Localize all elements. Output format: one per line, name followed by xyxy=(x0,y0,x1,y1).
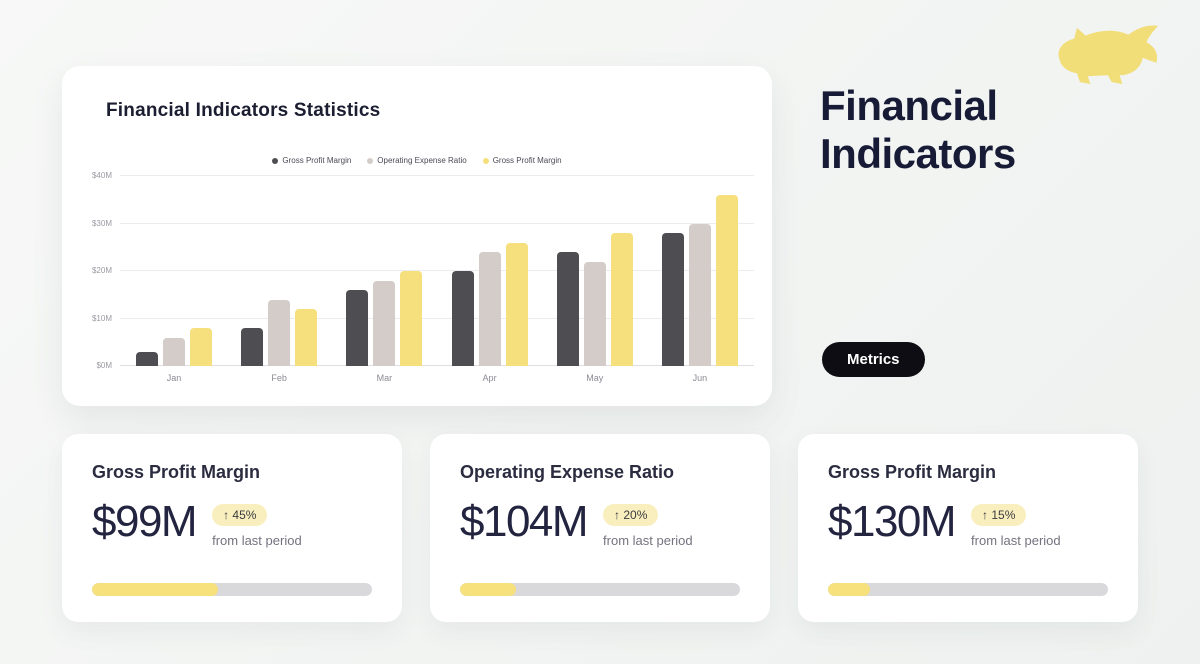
stat-value: $104M xyxy=(460,497,589,546)
stat-value: $130M xyxy=(828,497,957,546)
stat-card-gross-profit-margin-1: Gross Profit Margin $99M ↑ 45% from last… xyxy=(62,434,402,622)
bar xyxy=(478,252,501,366)
stat-meta: ↑ 20% from last period xyxy=(603,498,693,548)
metrics-button[interactable]: Metrics xyxy=(822,342,925,377)
legend-dot-icon xyxy=(272,157,279,164)
chart-card: Financial Indicators Statistics Gross Pr… xyxy=(62,66,772,406)
legend-item: Gross Profit Margin xyxy=(482,156,562,165)
stat-card-value-row: $99M ↑ 45% from last period xyxy=(92,497,382,548)
delta-badge: ↑ 20% xyxy=(603,504,659,526)
page-title: Financial Indicators xyxy=(820,82,1016,178)
bar xyxy=(163,337,185,366)
bar-group-jan: Jan xyxy=(136,176,212,383)
x-axis-tick-label: Feb xyxy=(271,373,287,383)
legend-dot-icon xyxy=(367,157,374,164)
gridline: $20M xyxy=(92,266,754,275)
stat-caption: from last period xyxy=(971,533,1061,548)
bull-icon xyxy=(1058,25,1159,84)
stat-card-value-row: $130M ↑ 15% from last period xyxy=(828,497,1118,548)
legend-item: Gross Profit Margin xyxy=(272,156,351,165)
gridline: $40M xyxy=(92,171,754,180)
stat-caption: from last period xyxy=(212,533,302,548)
x-axis-tick-label: Apr xyxy=(482,373,497,383)
x-axis-tick-label: May xyxy=(586,373,604,383)
page-title-line1: Financial xyxy=(820,82,998,129)
progress-fill xyxy=(92,583,218,596)
bar xyxy=(451,271,474,366)
x-axis-tick-label: Jun xyxy=(692,373,708,383)
stat-card-value-row: $104M ↑ 20% from last period xyxy=(460,497,750,548)
gridline: $0M xyxy=(96,361,754,370)
bar xyxy=(346,290,369,366)
bar xyxy=(136,351,158,366)
bar-group-may: May xyxy=(556,176,633,383)
bar xyxy=(661,233,684,366)
legend-label: Gross Profit Margin xyxy=(282,156,352,165)
y-axis-tick-label: $40M xyxy=(91,171,112,180)
bar xyxy=(241,328,264,366)
stat-meta: ↑ 15% from last period xyxy=(971,498,1061,548)
x-axis-tick-label: Mar xyxy=(376,373,393,383)
stat-card-title: Gross Profit Margin xyxy=(828,462,997,482)
bar xyxy=(400,271,423,366)
y-axis-tick-label: $20M xyxy=(91,266,112,275)
bar xyxy=(190,328,212,366)
legend-label: Operating Expense Ratio xyxy=(377,156,467,165)
chart-legend: Gross Profit Margin Operating Expense Rat… xyxy=(62,156,772,165)
progress-track xyxy=(828,583,1108,596)
progress-track xyxy=(460,583,740,596)
gridline: $30M xyxy=(92,219,754,228)
progress-track xyxy=(92,583,372,596)
chart-bars: Jan Feb Mar Apr May Jun xyxy=(120,176,754,383)
y-axis-tick-label: $30M xyxy=(91,218,112,228)
bar-group-apr: Apr xyxy=(451,176,528,383)
bar xyxy=(688,223,711,366)
bar xyxy=(373,280,396,366)
progress-fill xyxy=(828,583,870,596)
gridline: $10M xyxy=(92,314,754,323)
stat-meta: ↑ 45% from last period xyxy=(212,498,302,548)
bar-group-jun: Jun xyxy=(661,176,738,383)
stat-card-title: Gross Profit Margin xyxy=(92,462,261,482)
stat-value: $99M xyxy=(92,497,198,546)
stat-card-operating-expense-ratio: Operating Expense Ratio $104M ↑ 20% from… xyxy=(430,434,770,622)
x-axis-tick-label: Jan xyxy=(166,373,182,383)
bar xyxy=(268,299,291,366)
bar-group-feb: Feb xyxy=(241,176,318,383)
bar xyxy=(556,252,579,366)
y-axis-tick-label: $0M xyxy=(96,361,112,370)
y-axis-tick-label: $10M xyxy=(91,313,112,323)
bar xyxy=(505,242,528,366)
delta-badge: ↑ 15% xyxy=(971,504,1027,526)
bar-group-mar: Mar xyxy=(346,176,423,383)
bar xyxy=(295,309,318,366)
bar xyxy=(610,233,633,366)
stat-card-gross-profit-margin-2: Gross Profit Margin $130M ↑ 15% from las… xyxy=(798,434,1138,622)
progress-fill xyxy=(460,583,516,596)
stat-card-title: Operating Expense Ratio xyxy=(460,462,675,482)
page-title-line2: Indicators xyxy=(820,129,1016,177)
bar xyxy=(583,261,606,366)
bar xyxy=(715,195,738,366)
bar-chart: $0M $10M $20M $30M $40M Jan Feb Mar Apr May Jun xyxy=(92,171,754,383)
chart-title: Financial Indicators Statistics xyxy=(106,100,381,121)
legend-dot-icon xyxy=(482,157,489,164)
delta-badge: ↑ 45% xyxy=(212,504,268,526)
legend-label: Gross Profit Margin xyxy=(492,156,562,165)
stat-caption: from last period xyxy=(603,533,693,548)
legend-item: Operating Expense Ratio xyxy=(367,156,467,165)
